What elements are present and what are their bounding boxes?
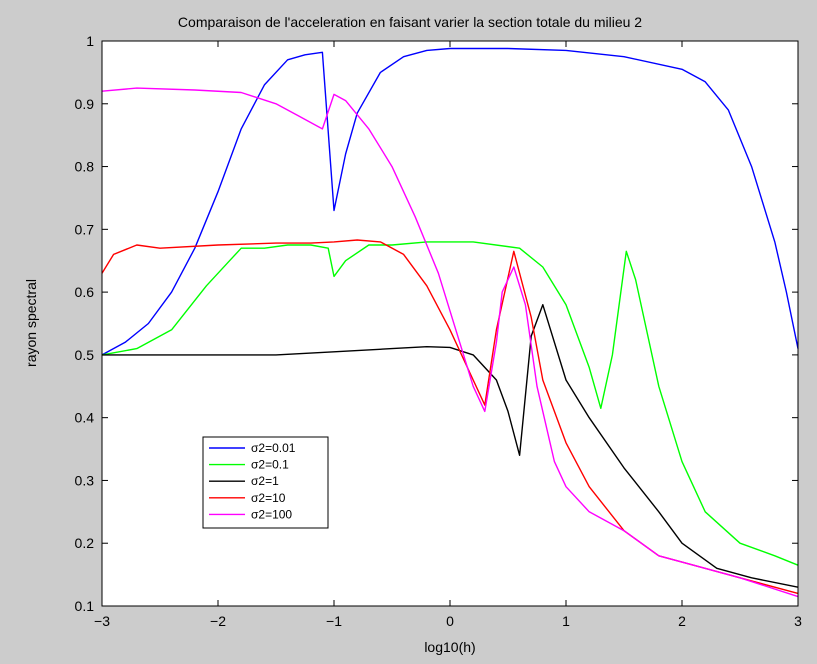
y-tick-label: 0.4 [75,410,95,426]
y-tick-label: 0.6 [75,284,95,300]
legend-label: σ2=10 [251,491,286,505]
legend: σ2=0.01 σ2=0.1 σ2=1 σ2=10 σ2=100 [202,436,329,529]
legend-label: σ2=1 [251,474,279,488]
chart-title: Comparaison de l'acceleration en faisant… [178,14,642,30]
x-ticks: −3 −2 −1 0 1 2 3 [94,41,802,629]
y-tick-label: 0.9 [75,96,95,112]
series-line-2 [101,241,799,566]
y-tick-label: 0.1 [75,598,95,614]
y-ticks: 0.1 0.2 0.3 0.4 0.5 0.6 0.7 0.8 0.9 1 [75,33,798,614]
y-tick-label: 0.3 [75,472,95,488]
y-tick-label: 0.2 [75,535,95,551]
x-tick-label: 0 [446,613,454,629]
legend-label: σ2=0.1 [251,458,289,472]
y-tick-label: 1 [86,33,94,49]
series-line-3 [102,304,799,588]
series-lines [101,47,799,598]
x-tick-label: 1 [562,613,570,629]
x-tick-label: 2 [678,613,686,629]
plot-frame [101,40,799,607]
legend-label: σ2=0.01 [251,441,296,455]
legend-label: σ2=100 [251,507,292,521]
x-tick-label: −2 [210,613,226,629]
legend-box [202,436,329,529]
series-line-1 [101,47,799,356]
series-line-5 [101,87,799,598]
y-tick-label: 0.8 [75,159,95,175]
y-axis-label: rayon spectral [23,279,39,367]
series-line-4 [101,239,799,595]
x-tick-label: −1 [326,613,342,629]
x-tick-label: −3 [94,613,110,629]
y-tick-label: 0.5 [75,347,95,363]
y-tick-label: 0.7 [75,221,95,237]
x-tick-label: 3 [794,613,802,629]
x-axis-label: log10(h) [424,639,475,655]
